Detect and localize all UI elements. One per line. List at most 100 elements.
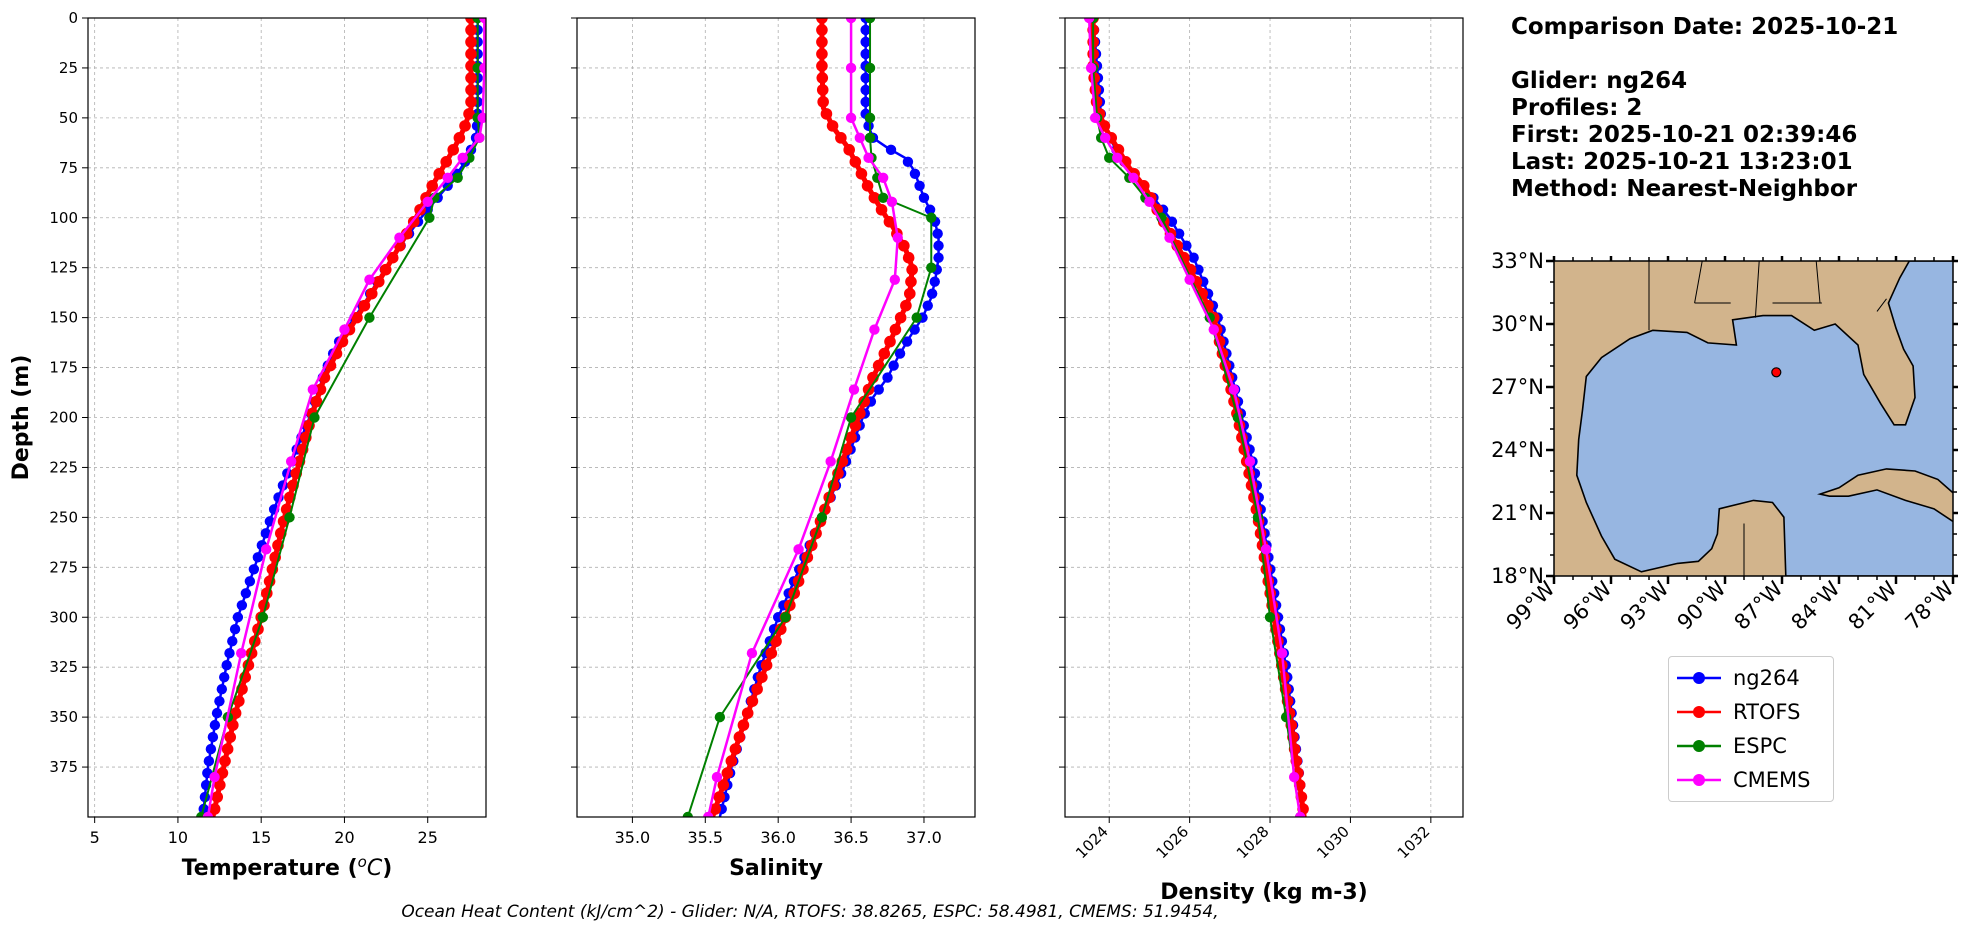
y-tick-label: 25 [59, 59, 78, 77]
legend-label: ng264 [1733, 666, 1800, 690]
data-point-RTOFS [751, 683, 763, 695]
y-tick-label: 150 [49, 309, 78, 327]
glider-location-marker [1771, 367, 1782, 378]
data-point-RTOFS [746, 695, 759, 707]
state-border [1754, 261, 1760, 318]
data-point-CMEMS [1112, 152, 1123, 164]
data-point-ng264 [209, 719, 221, 731]
data-point-RTOFS [858, 395, 871, 408]
data-point-ng264 [240, 588, 252, 599]
data-point-ng264 [227, 636, 238, 647]
data-point-RTOFS [854, 407, 866, 420]
y-axis-label: Depth (m) [9, 355, 34, 481]
y-tick-label: 0 [68, 9, 78, 27]
data-point-ng264 [248, 564, 260, 575]
state-border [1876, 298, 1887, 312]
map-lon-label: 96°W [1559, 576, 1617, 634]
data-point-ESPC [864, 18, 876, 24]
data-point-RTOFS [386, 251, 399, 264]
data-point-ng264 [1188, 252, 1199, 263]
data-point-CMEMS [877, 172, 889, 183]
data-point-RTOFS [358, 299, 371, 312]
data-point-ng264 [933, 252, 944, 263]
x-axis-label: Temperature (oC) [182, 853, 393, 881]
data-point-RTOFS [725, 755, 738, 767]
data-point-CMEMS [1294, 811, 1306, 817]
data-point-CMEMS [845, 62, 857, 74]
map-lat-label: 27°N [1491, 375, 1544, 399]
state-border [1815, 261, 1821, 304]
data-point-RTOFS [816, 48, 828, 60]
data-point-RTOFS [816, 18, 828, 24]
series-group [682, 18, 944, 817]
data-point-ESPC [864, 112, 876, 124]
data-point-RTOFS [737, 719, 750, 731]
interp-method: Method: Nearest-Neighbor [1511, 176, 1858, 202]
x-axis-label: Salinity [729, 856, 823, 881]
data-point-CMEMS [474, 132, 485, 144]
data-point-CMEMS [442, 172, 453, 183]
data-point-ng264 [863, 120, 874, 132]
data-point-RTOFS [729, 743, 742, 755]
x-tick-label: 1028 [1233, 823, 1273, 863]
gulf-of-mexico [1575, 261, 1953, 576]
data-point-ng264 [929, 276, 940, 287]
map: 99°W 96°W 93°W 90°W 87°W 84°W 81°W 78°W33°N30°N… [1491, 249, 1959, 635]
data-point-ng264 [216, 683, 228, 695]
data-point-RTOFS [816, 24, 828, 36]
x-axis-label-text: ) [382, 856, 392, 881]
data-point-ng264 [232, 612, 244, 623]
data-point-ESPC [864, 132, 876, 144]
data-point-RTOFS [906, 263, 918, 276]
chart-panel-3: 1024 1026 1028 1030 1032 Density (kg m-3) [1059, 17, 1464, 905]
x-axis-label-text: Temperature ( [182, 856, 358, 881]
data-point-RTOFS [211, 791, 224, 803]
data-point-CMEMS [202, 811, 214, 817]
legend-label: ESPC [1733, 734, 1787, 758]
x-axis-label: Density (kg m-3) [1160, 880, 1368, 905]
series-group [1083, 18, 1309, 817]
data-point-ESPC [864, 62, 876, 74]
data-point-RTOFS [872, 359, 885, 372]
data-point-ESPC [424, 212, 435, 223]
data-point-RTOFS [770, 635, 782, 648]
data-point-RTOFS [816, 60, 828, 72]
data-point-RTOFS [826, 120, 839, 132]
data-point-CMEMS [1164, 232, 1175, 243]
data-point-RTOFS [372, 275, 385, 288]
data-point-ng264 [214, 695, 225, 707]
map-content [1554, 261, 1953, 576]
comparison-date: Comparison Date: 2025-10-21 [1511, 14, 1899, 40]
map-lon-label: 90°W [1673, 576, 1731, 634]
y-tick-label: 125 [49, 259, 78, 277]
data-point-RTOFS [817, 96, 829, 108]
data-point-CMEMS [1144, 196, 1155, 207]
data-point-RTOFS [224, 731, 237, 743]
y-tick-label: 300 [49, 608, 78, 626]
data-point-ng264 [203, 755, 215, 767]
map-lat-label: 18°N [1491, 564, 1544, 588]
data-point-CMEMS [1244, 456, 1256, 467]
last-time: Last: 2025-10-21 13:23:01 [1511, 149, 1853, 175]
x-tick-label: 35.0 [615, 828, 651, 847]
data-point-ng264 [924, 204, 936, 215]
x-tick-label: 10 [168, 828, 188, 847]
data-point-ng264 [902, 156, 914, 168]
map-frame [1553, 260, 1954, 577]
data-point-RTOFS [861, 179, 874, 192]
chart-panel-2: 35.0 35.5 36.0 36.5 37.0 Salinity [571, 17, 976, 881]
data-point-RTOFS [741, 707, 754, 719]
data-point-ng264 [260, 528, 272, 539]
data-point-RTOFS [465, 48, 477, 60]
data-point-RTOFS [900, 299, 912, 312]
data-point-CMEMS [1085, 62, 1097, 74]
map-lon-label: 78°W [1901, 576, 1959, 634]
y-tick-label: 225 [49, 458, 78, 476]
data-point-RTOFS [875, 203, 888, 216]
data-point-ESPC [877, 192, 889, 203]
data-point-CMEMS [394, 232, 405, 243]
data-point-CMEMS [825, 456, 836, 467]
data-point-CMEMS [892, 232, 903, 243]
data-point-RTOFS [433, 168, 446, 180]
data-point-RTOFS [894, 311, 907, 324]
